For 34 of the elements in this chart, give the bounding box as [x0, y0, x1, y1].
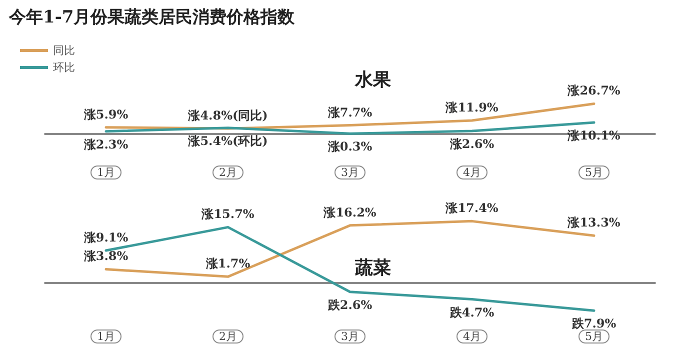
x-tick-label: 1月	[97, 166, 115, 179]
legend-label: 环比	[53, 61, 75, 74]
x-tick-label: 4月	[463, 330, 481, 343]
x-tick-label: 2月	[219, 166, 237, 179]
data-label: 涨13.3%	[566, 216, 621, 230]
data-label: 涨16.2%	[322, 205, 377, 220]
x-tick-label: 2月	[219, 330, 237, 343]
x-tick-label: 5月	[585, 330, 603, 343]
chart-title: 今年1-7月份果蔬类居民消费价格指数	[8, 8, 296, 28]
data-label: 跌7.9%	[570, 316, 617, 331]
legend-label: 同比	[53, 44, 75, 57]
data-label: 涨26.7%	[566, 84, 621, 98]
data-label: 涨9.1%	[82, 230, 129, 245]
data-label: 涨5.4%(环比)	[187, 134, 268, 148]
data-label: 跌2.6%	[326, 298, 373, 312]
data-label: 涨4.8%(同比)	[187, 108, 268, 123]
chart-subtitle: 水果	[354, 70, 392, 90]
x-tick-label: 3月	[341, 330, 359, 343]
x-tick-label: 4月	[463, 166, 481, 179]
data-label: 涨11.9%	[444, 100, 499, 115]
data-label: 涨0.3%	[326, 140, 373, 154]
text: 蔬菜	[354, 258, 391, 278]
x-tick-label: 5月	[585, 166, 603, 179]
data-label: 涨5.9%	[82, 107, 129, 122]
x-tick-label: 3月	[341, 166, 359, 179]
data-label: 涨17.4%	[444, 201, 499, 216]
data-label: 涨2.6%	[448, 137, 495, 152]
data-label: 跌4.7%	[448, 305, 495, 320]
data-label: 涨7.7%	[326, 105, 373, 120]
data-label: 涨3.8%	[82, 249, 129, 264]
x-tick-label: 1月	[97, 330, 115, 343]
data-label: 涨1.7%	[204, 256, 251, 271]
data-label: 涨15.7%	[200, 207, 255, 222]
data-label: 涨2.3%	[82, 137, 129, 152]
